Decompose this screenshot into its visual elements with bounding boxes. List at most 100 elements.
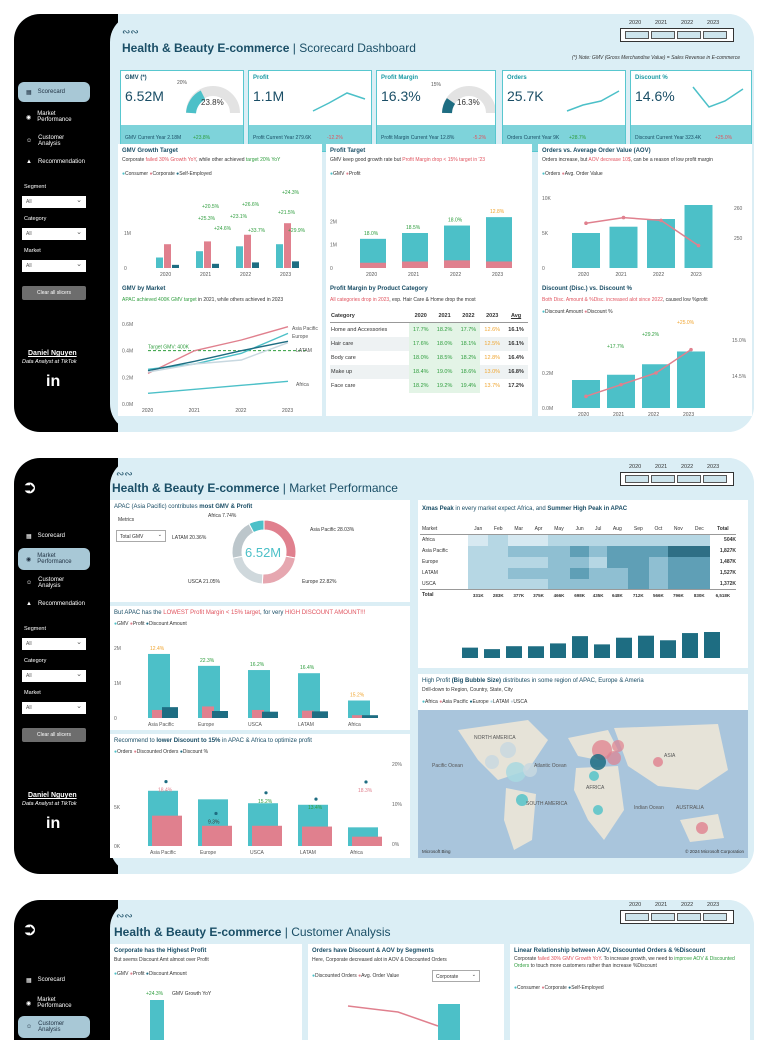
heatmap-cell[interactable]	[589, 545, 607, 557]
segment-dropdown[interactable]: All	[22, 196, 86, 208]
year-timeline[interactable]: 2020 2021 2022 2023	[620, 464, 734, 486]
back-arrow-icon[interactable]: ➲	[22, 919, 38, 939]
kpi-card-profit[interactable]: Profit 1.1M Profit Current Year 279.6K -…	[248, 70, 372, 152]
segment-select[interactable]: Corporate ⌄	[432, 970, 480, 982]
market-dropdown[interactable]: All	[22, 702, 86, 714]
heatmap-cell[interactable]	[487, 545, 509, 557]
heatmap-cell[interactable]	[589, 556, 607, 568]
heatmap-cell[interactable]	[548, 534, 570, 546]
heatmap-cell[interactable]	[627, 578, 649, 590]
heatmap-cell[interactable]	[528, 578, 549, 590]
sidebar-item-customer-analysis[interactable]: ☺ Customer Analysis	[26, 135, 65, 147]
heatmap-cell[interactable]	[627, 534, 649, 546]
sidebar-item-scorecard[interactable]: ▦ Scorecard	[26, 977, 66, 984]
heatmap-cell[interactable]	[667, 556, 689, 568]
heatmap-cell[interactable]	[569, 534, 590, 546]
world-map[interactable]: NORTH AMERICA Atlantic Ocean Pacific Oce…	[418, 710, 748, 858]
heatmap-cell[interactable]	[589, 578, 607, 590]
clear-slicers-button[interactable]: Clear all slicers	[22, 728, 86, 742]
heatmap-cell[interactable]	[606, 545, 628, 557]
heatmap-cell[interactable]	[468, 534, 488, 546]
heatmap-cell[interactable]	[648, 545, 668, 557]
sidebar-item-market-performance[interactable]: ◉ Market Performance	[18, 548, 90, 570]
linkedin-icon[interactable]: in	[46, 815, 61, 832]
heatmap-cell[interactable]	[528, 545, 549, 557]
bar-consumer	[156, 257, 163, 268]
sidebar-item-market-performance[interactable]: ◉ Market Performance	[26, 111, 72, 123]
heatmap-cell[interactable]	[688, 545, 710, 557]
heatmap-cell[interactable]	[627, 556, 649, 568]
heatmap-cell[interactable]	[508, 556, 529, 568]
heatmap-cell[interactable]	[648, 556, 668, 568]
heatmap-cell[interactable]	[606, 556, 628, 568]
heatmap-cell[interactable]	[627, 567, 649, 579]
heatmap-cell[interactable]	[468, 556, 488, 568]
data-label: +29.9%	[288, 228, 306, 234]
sidebar-item-recommendation[interactable]: ▲ Recommendation	[26, 159, 85, 165]
heatmap-cell[interactable]	[667, 545, 689, 557]
heatmap-cell[interactable]	[688, 567, 710, 579]
heatmap-cell[interactable]	[508, 567, 529, 579]
heatmap-cell[interactable]	[548, 545, 570, 557]
author-name: Daniel Nguyen	[28, 350, 77, 357]
heatmap-cell[interactable]	[468, 545, 488, 557]
heatmap-cell[interactable]	[468, 567, 488, 579]
heatmap-cell[interactable]	[569, 556, 590, 568]
heatmap-cell[interactable]	[606, 534, 628, 546]
heatmap-cell[interactable]	[569, 567, 590, 579]
sidebar-item-scorecard[interactable]: ▦ Scorecard	[18, 82, 90, 102]
heatmap-cell[interactable]	[528, 556, 549, 568]
heatmap-row: Africa 504K	[420, 534, 736, 546]
year-timeline[interactable]: 2020 2021 2022 2023	[620, 20, 734, 42]
heatmap-cell[interactable]	[487, 567, 509, 579]
heatmap-cell[interactable]	[589, 567, 607, 579]
heatmap-cell[interactable]	[569, 578, 590, 590]
heatmap-cell[interactable]	[548, 556, 570, 568]
category-dropdown[interactable]: All	[22, 670, 86, 682]
heatmap-cell[interactable]	[688, 556, 710, 568]
heatmap-cell[interactable]	[648, 567, 668, 579]
heatmap-cell[interactable]	[606, 578, 628, 590]
year-timeline[interactable]: 2020 2021 2022 2023	[620, 902, 734, 924]
kpi-card-profit-margin[interactable]: Profit Margin 16.3% 15% 16.3% Profit Mar…	[376, 70, 496, 152]
heatmap-cell[interactable]	[667, 534, 689, 546]
heatmap-cell[interactable]	[648, 578, 668, 590]
gmv-market-chart: 0.0M 0.2M 0.4M 0.6M Target GMV: 400K 2020 2021…	[122, 322, 318, 414]
segment-dropdown[interactable]: All	[22, 638, 86, 650]
sidebar-item-customer-analysis[interactable]: ☺ Customer Analysis	[18, 1016, 90, 1038]
heatmap-cell[interactable]	[528, 567, 549, 579]
sidebar-item-scorecard[interactable]: ▦ Scorecard	[26, 533, 66, 540]
heatmap-cell[interactable]	[508, 578, 529, 590]
linkedin-icon[interactable]: in	[46, 373, 61, 390]
heatmap-cell[interactable]	[548, 578, 570, 590]
heatmap-cell[interactable]	[508, 534, 529, 546]
sidebar-item-customer-analysis[interactable]: ☺ Customer Analysis	[26, 577, 65, 589]
heatmap-cell[interactable]	[688, 578, 710, 590]
sidebar-item-market-performance[interactable]: ◉ Market Performance	[26, 997, 72, 1009]
market-dropdown[interactable]: All	[22, 260, 86, 272]
kpi-card-orders[interactable]: Orders 25.7K Orders Current Year 9K +28.…	[502, 70, 626, 152]
heatmap-cell[interactable]	[627, 545, 649, 557]
heatmap-cell[interactable]	[487, 556, 509, 568]
heatmap-cell[interactable]	[667, 567, 689, 579]
sidebar-item-recommendation[interactable]: ▲ Recommendation	[26, 601, 85, 607]
heatmap-cell[interactable]	[569, 545, 590, 557]
table-cell: 17.2%	[508, 383, 524, 389]
heatmap-cell[interactable]	[548, 567, 570, 579]
heatmap-cell[interactable]	[508, 545, 529, 557]
back-arrow-icon[interactable]: ➲	[22, 477, 38, 497]
heatmap-cell[interactable]	[528, 534, 549, 546]
clear-slicers-button[interactable]: Clear all slicers	[22, 286, 86, 300]
metrics-dropdown[interactable]: Total GMV ⌄	[116, 530, 166, 542]
heatmap-cell[interactable]	[667, 578, 689, 590]
heatmap-cell[interactable]	[606, 567, 628, 579]
heatmap-cell[interactable]	[589, 534, 607, 546]
heatmap-cell[interactable]	[487, 578, 509, 590]
kpi-card-gmv[interactable]: GMV (*) 6.52M 20% 23.8% GMV Current Year…	[120, 70, 244, 152]
heatmap-cell[interactable]	[487, 534, 509, 546]
heatmap-cell[interactable]	[688, 534, 710, 546]
heatmap-cell[interactable]	[468, 578, 488, 590]
category-dropdown[interactable]: All	[22, 228, 86, 240]
kpi-card-discount[interactable]: Discount % 14.6% Discount Current Year 3…	[630, 70, 752, 152]
heatmap-cell[interactable]	[648, 534, 668, 546]
